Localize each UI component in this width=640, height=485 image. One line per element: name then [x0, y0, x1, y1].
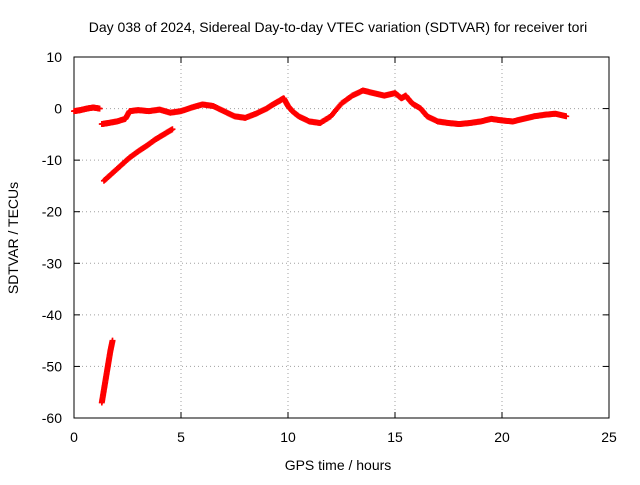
plot-frame	[73, 56, 610, 419]
data-point	[109, 337, 116, 344]
series-arc-initial	[71, 104, 103, 115]
chart-title: Day 038 of 2024, Sidereal Day-to-day VTE…	[89, 19, 588, 35]
data-point	[169, 126, 176, 133]
series-arc-main	[98, 87, 570, 128]
series-arc-linear	[100, 126, 176, 184]
x-tick-label: 10	[280, 429, 296, 445]
plot-border	[73, 56, 610, 419]
x-tick-label: 25	[601, 429, 617, 445]
x-tick-label: 20	[494, 429, 510, 445]
series-arc-steep	[98, 337, 116, 406]
x-tick-label: 5	[177, 429, 185, 445]
data-series	[71, 87, 570, 406]
y-tick-label: -30	[42, 255, 62, 271]
x-tick-label: 15	[387, 429, 403, 445]
y-tick-label: -10	[42, 152, 62, 168]
y-tick-label: -50	[42, 358, 62, 374]
y-tick-label: 10	[46, 49, 62, 65]
x-tick-labels: 0 5 10 15 20 25	[70, 429, 617, 445]
x-tick-label: 0	[70, 429, 78, 445]
y-tick-label: -20	[42, 204, 62, 220]
y-axis-label: SDTVAR / TECUs	[5, 182, 21, 294]
x-axis-label: GPS time / hours	[285, 457, 392, 473]
grid-layer	[74, 57, 609, 418]
y-tick-label: 0	[54, 101, 62, 117]
tick-marks	[73, 56, 610, 419]
data-point	[96, 105, 103, 112]
data-point	[563, 113, 570, 120]
y-tick-labels: -60 -50 -40 -30 -20 -10 0 10	[42, 49, 62, 426]
y-tick-label: -60	[42, 410, 62, 426]
y-tick-label: -40	[42, 307, 62, 323]
